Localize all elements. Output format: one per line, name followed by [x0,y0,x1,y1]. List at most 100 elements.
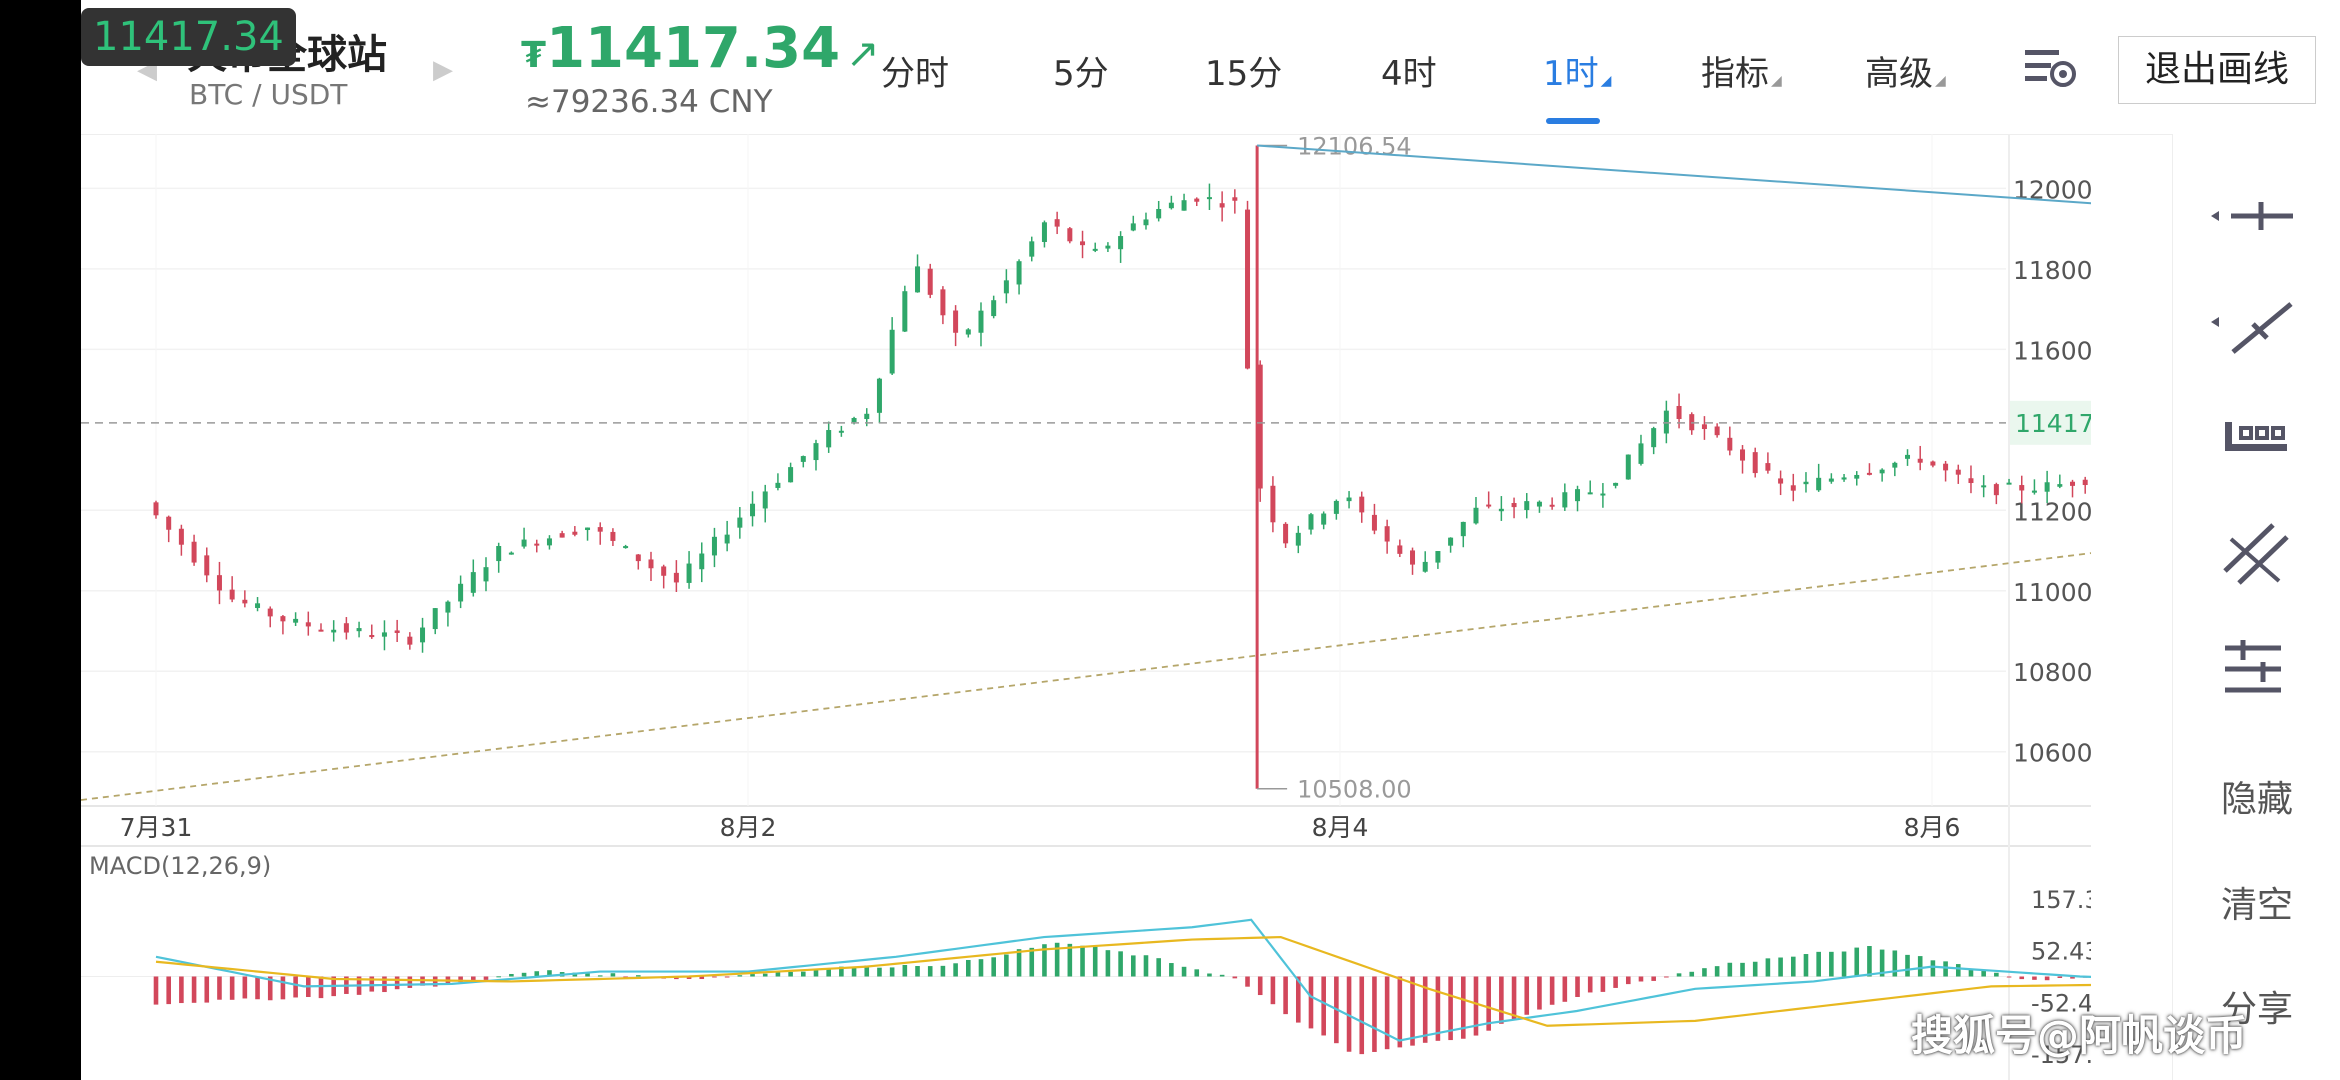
macd-histogram-bar [1448,976,1453,1041]
macd-histogram-bar [585,973,590,977]
macd-histogram-bar [1600,976,1606,992]
macd-histogram-bar [839,966,844,977]
macd-histogram-bar [179,976,184,1004]
candle-body [1600,493,1606,496]
candle-body [572,531,578,535]
dropdown-triangle-icon: ◢ [1935,73,1946,89]
candle-body [470,572,476,593]
macd-histogram-bar [153,976,159,1005]
candle-body [737,517,743,528]
y-tick-label: 11800 [2013,256,2091,285]
candle-body [153,502,159,516]
macd-histogram-bar [750,974,755,977]
tab-advanced[interactable]: 高级 ◢ [1865,46,1946,95]
candle-body [775,482,781,488]
parallel-channel-tool-icon[interactable] [2203,519,2303,589]
tab-1h[interactable]: 1时 ◢ [1543,46,1611,95]
macd-histogram-bar [1740,962,1745,977]
candle-body [1892,462,1898,468]
macd-histogram-bar [1892,950,1898,977]
tab-indicators[interactable]: 指标 ◢ [1701,46,1782,95]
candle-body [407,636,413,645]
macd-histogram-bar [623,976,628,978]
exit-drawing-button[interactable]: 退出画线 [2118,36,2316,104]
macd-histogram-bar [509,973,514,977]
macd-histogram-bar [1181,966,1187,977]
candle-body [953,310,959,333]
macd-histogram-bar [1968,968,1974,977]
candle-body [1905,454,1911,459]
x-tick-label: 8月2 [720,813,777,842]
macd-histogram-bar [1499,976,1504,1024]
tab-5min[interactable]: 5分 [1053,46,1109,95]
candle-body [1295,532,1301,546]
macd-histogram-bar [1410,976,1415,1046]
candle-body [242,599,248,604]
tab-timeshare[interactable]: 分时 [881,46,949,95]
chart-settings-icon[interactable] [2023,44,2079,90]
macd-histogram-bar [1511,976,1517,1021]
macd-histogram-bar [1625,976,1631,985]
macd-histogram-bar [915,966,920,977]
candle-body [1003,280,1009,294]
macd-histogram-bar [280,976,286,1000]
tab-4h[interactable]: 4时 [1381,46,1437,95]
tab-15min[interactable]: 15分 [1205,46,1282,95]
macd-histogram-bar [686,976,692,979]
share-button[interactable]: 分享 [2220,989,2293,1030]
candle-body [2019,485,2025,491]
candle-body [1041,222,1047,242]
candle-body [1816,477,1822,491]
macd-histogram-bar [699,976,705,980]
candle-body [1790,485,1796,491]
candle-body [216,575,222,591]
support-trend-line [81,552,2091,801]
macd-histogram-bar [2044,976,2050,981]
candle-body [623,546,629,549]
macd-histogram-bar [1295,976,1301,1023]
ruler-tool-icon[interactable] [2203,404,2303,474]
candle-body [1765,463,1771,471]
macd-histogram-bar [458,976,463,983]
candle-body [255,603,261,608]
candle-body [1232,197,1238,201]
candle-body [1575,489,1581,502]
candle-body [1955,469,1961,475]
macd-histogram-bar [407,976,413,988]
macd-histogram-bar [826,969,831,977]
candle-body [331,629,337,633]
next-pair-arrow-icon[interactable]: ▶ [433,55,453,85]
macd-histogram-bar [940,965,946,977]
y-tick-label: 10600 [2013,739,2091,768]
macd-histogram-bar [1778,957,1783,977]
macd-histogram-bar [1676,973,1682,977]
macd-histogram-bar [953,963,958,977]
candle-body [1638,443,1644,464]
candle-body [762,491,768,509]
horizontal-line-tool-icon[interactable] [2203,184,2303,254]
horizontal-lines-tool-icon[interactable] [2203,634,2303,704]
macd-histogram-bar [1283,976,1288,1015]
trend-line-tool-icon[interactable] [2203,294,2303,364]
candle-body [166,516,172,530]
candle-body [1092,248,1098,251]
candle-body [305,622,311,627]
last-price: ₮11417.34 ↗ [521,16,880,81]
candle-body [1333,500,1339,514]
macd-histogram-bar [229,976,235,1000]
macd-histogram-bar [889,967,895,977]
candle-body [686,563,692,583]
candle-body [813,443,819,461]
current-price-bg [2010,400,2091,445]
macd-histogram-bar [1854,947,1860,977]
macd-histogram-bar [1524,976,1530,1015]
macd-histogram-bar [1486,976,1491,1031]
clear-drawings-button[interactable]: 清空 [2220,885,2293,926]
candle-body [204,555,210,576]
hide-drawings-button[interactable]: 隐藏 [2220,779,2293,820]
header: 11417.34 ◀ 火币全球站 BTC / USDT ▶ ₮11417.34↗… [81,0,2340,135]
macd-histogram-bar [1790,956,1796,977]
current-price-label: 11417.34 [2015,409,2091,438]
candle-body [1854,474,1860,479]
